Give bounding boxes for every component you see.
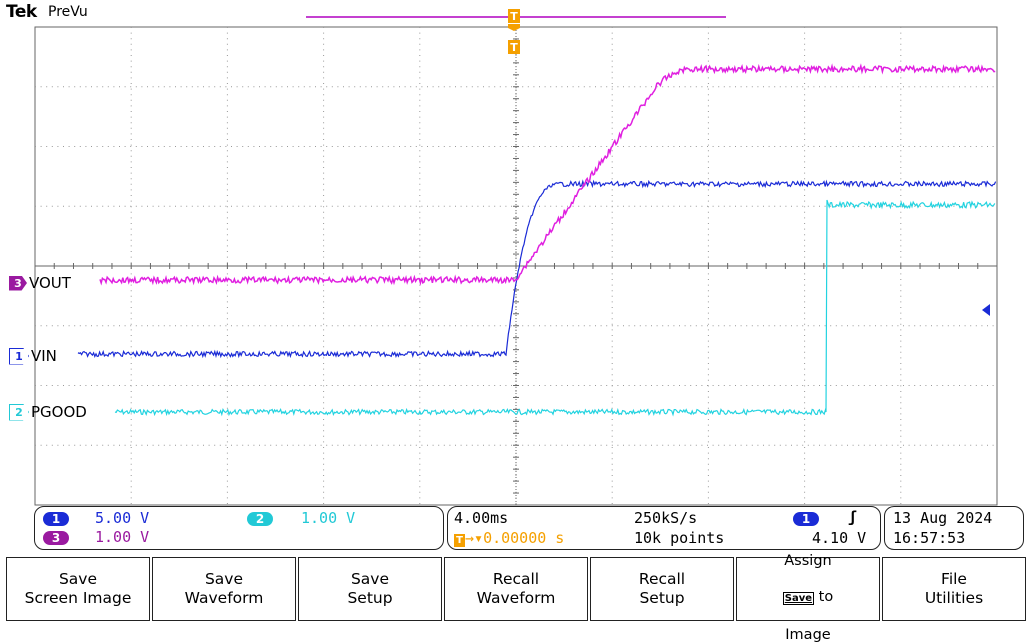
- channel-3-badge: 3: [9, 275, 27, 291]
- time: 16:57:53: [893, 529, 966, 547]
- save-waveform-button[interactable]: Save Waveform: [152, 557, 296, 621]
- recall-waveform-button[interactable]: Recall Waveform: [444, 557, 588, 621]
- channel-2-badge: 2: [9, 403, 29, 421]
- trigger-source-pill: 1: [793, 512, 819, 526]
- trigger-marker-top[interactable]: T: [508, 9, 520, 23]
- channel-2-name: PGOOD: [31, 403, 87, 421]
- recall-setup-button[interactable]: Recall Setup: [590, 557, 734, 621]
- graticule-grid: [34, 26, 998, 506]
- channel-2-label[interactable]: 2 PGOOD: [9, 403, 87, 421]
- ch3-pill: 3: [43, 531, 69, 545]
- image-label: Image: [785, 627, 831, 643]
- rising-edge-icon: ʃ: [848, 508, 858, 526]
- assign-label: Assign: [784, 553, 832, 569]
- ch1-scale: 5.00 V: [95, 509, 150, 527]
- vin-trace: [77, 179, 997, 359]
- ch3-scale: 1.00 V: [95, 528, 150, 546]
- trigger-delay: T →▾0.00000 s: [454, 529, 564, 547]
- channel-3-name: VOUT: [29, 274, 71, 292]
- ch2-scale: 1.00 V: [301, 509, 356, 527]
- svg-text:T: T: [510, 41, 518, 54]
- save-setup-button[interactable]: Save Setup: [298, 557, 442, 621]
- vout-trace: [99, 63, 996, 286]
- channel-3-label[interactable]: 3 VOUT: [9, 274, 71, 292]
- date-time-panel: 13 Aug 2024 16:57:53: [884, 506, 1024, 550]
- sample-rate: 250kS/s: [634, 509, 698, 527]
- trigger-level-arrow: [982, 304, 990, 316]
- ch1-pill: 1: [43, 512, 69, 526]
- assign-save-to-image-button[interactable]: Assign Save to Image: [736, 553, 880, 643]
- to-label: to: [814, 589, 834, 605]
- scope-screen: T T: [34, 9, 998, 506]
- timebase-panel[interactable]: 4.00ms 250kS/s T →▾0.00000 s 10k points 1…: [447, 506, 881, 550]
- date: 13 Aug 2024: [893, 509, 993, 527]
- vertical-readout-panel[interactable]: 1 5.00 V 2 1.00 V 3 1.00 V: [34, 506, 444, 550]
- channel-1-badge: 1: [9, 347, 29, 365]
- trigger-delay-value: 0.00000 s: [483, 529, 565, 547]
- channel-1-name: VIN: [31, 347, 57, 365]
- time-per-div: 4.00ms: [454, 509, 509, 527]
- acquisition-mode: PreVu: [48, 4, 88, 20]
- channel-1-label[interactable]: 1 VIN: [9, 347, 57, 365]
- save-key-icon: Save: [782, 592, 815, 605]
- brand-logo: Tek: [6, 2, 37, 22]
- record-length: 10k points: [634, 529, 725, 547]
- svg-text:T: T: [510, 10, 518, 23]
- save-screen-image-button[interactable]: Save Screen Image: [6, 557, 150, 621]
- ch2-pill: 2: [247, 512, 273, 526]
- trigger-delay-icon: T: [454, 534, 465, 547]
- trigger-marker[interactable]: T: [508, 24, 520, 54]
- pgood-trace: [114, 199, 996, 417]
- file-utilities-button[interactable]: File Utilities: [882, 557, 1026, 621]
- trigger-level: 4.10 V: [812, 529, 867, 547]
- waveform-traces: [77, 63, 997, 417]
